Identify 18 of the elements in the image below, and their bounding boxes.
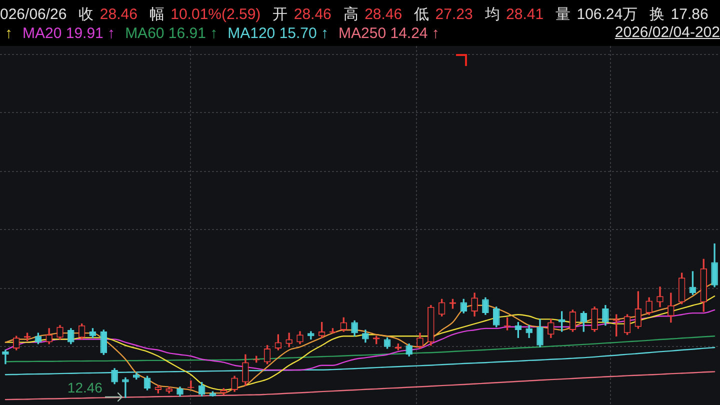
text: 收 28.46	[78, 6, 138, 22]
candlestick	[2, 350, 9, 364]
text: MA250 14.24 ↑	[338, 24, 440, 42]
text: MA60 16.91 ↑	[125, 24, 218, 42]
text: 换 17.86	[650, 6, 708, 22]
text: 026/06/26	[0, 6, 67, 22]
text: 量 106.24万	[556, 6, 638, 22]
text: 均 28.41	[484, 6, 544, 22]
text: 低 27.23	[414, 6, 473, 22]
candlestick	[122, 377, 129, 398]
text: 开 28.46	[272, 6, 332, 22]
text: MA20 19.91 ↑	[22, 24, 116, 42]
text: 幅 10.01%(2.59)	[149, 6, 261, 22]
text: 高 28.46	[343, 6, 402, 22]
text: 2026/02/04-202	[614, 23, 720, 43]
text: ↑	[5, 24, 12, 42]
text: MA120 15.70 ↑	[228, 24, 329, 42]
annotation: 12.46	[67, 380, 103, 396]
